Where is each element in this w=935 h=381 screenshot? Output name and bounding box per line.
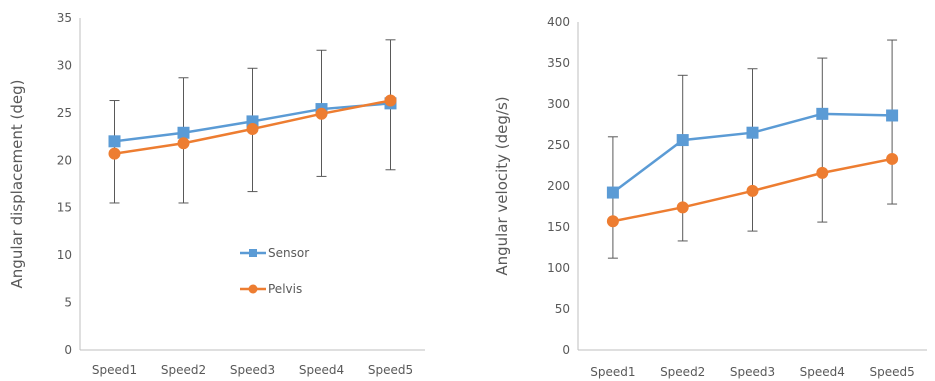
data-point-sensor	[108, 135, 121, 148]
data-point-pelvis	[177, 137, 190, 150]
data-point-pelvis	[384, 94, 397, 107]
x-tick-label: Speed1	[590, 365, 635, 379]
data-point-series-0	[746, 126, 759, 139]
y-tick-label: 10	[57, 248, 72, 262]
data-point-series-1	[606, 215, 619, 228]
chart-angular-displacement: 0 5 10 15 20 25 30 35 Speed1 Speed2 Speed3 Speed4 Sp…	[8, 11, 425, 377]
legend-label: Sensor	[268, 246, 309, 260]
data-point-sensor	[177, 126, 190, 139]
y-tick-label: 0	[562, 343, 570, 357]
y-axis-title: Angular velocity (deg/s)	[493, 96, 511, 275]
legend-label: Pelvis	[268, 282, 302, 296]
x-tick-label: Speed3	[230, 363, 275, 377]
x-tick-label: Speed2	[161, 363, 206, 377]
x-tick-label: Speed3	[730, 365, 775, 379]
x-tick-label: Speed5	[368, 363, 413, 377]
y-tick-label: 400	[547, 15, 570, 29]
y-tick-label: 200	[547, 179, 570, 193]
y-tick-label: 15	[57, 201, 72, 215]
data-point-pelvis	[246, 122, 259, 135]
x-tick-label: Speed4	[299, 363, 344, 377]
y-tick-label: 150	[547, 220, 570, 234]
chart-angular-velocity: 0 50 100 150 200 250 300 350 400 Speed1 Speed2 Spee…	[493, 15, 927, 379]
y-tick-label: 30	[57, 58, 72, 72]
y-tick-label: 0	[64, 343, 72, 357]
data-point-series-1	[676, 201, 689, 214]
legend-marker	[249, 249, 257, 257]
y-tick-label: 250	[547, 138, 570, 152]
data-point-series-0	[676, 134, 689, 147]
y-tick-label: 350	[547, 56, 570, 70]
data-point-pelvis	[315, 107, 328, 120]
data-point-series-0	[886, 109, 899, 122]
x-tick-label: Speed1	[92, 363, 137, 377]
legend-marker	[248, 284, 258, 294]
data-point-series-1	[816, 166, 829, 179]
y-tick-label: 25	[57, 106, 72, 120]
data-point-pelvis	[108, 147, 121, 160]
x-tick-label: Speed2	[660, 365, 705, 379]
x-tick-label: Speed5	[869, 365, 914, 379]
y-tick-label: 5	[64, 296, 72, 310]
data-point-series-0	[606, 186, 619, 199]
data-point-series-1	[886, 152, 899, 165]
data-point-series-1	[746, 184, 759, 197]
y-tick-label: 20	[57, 153, 72, 167]
data-point-series-0	[816, 107, 829, 120]
x-tick-label: Speed4	[800, 365, 845, 379]
y-tick-label: 35	[57, 11, 72, 25]
y-tick-label: 100	[547, 261, 570, 275]
y-tick-label: 50	[555, 302, 570, 316]
y-tick-label: 300	[547, 97, 570, 111]
y-axis-title: Angular displacement (deg)	[8, 80, 26, 289]
